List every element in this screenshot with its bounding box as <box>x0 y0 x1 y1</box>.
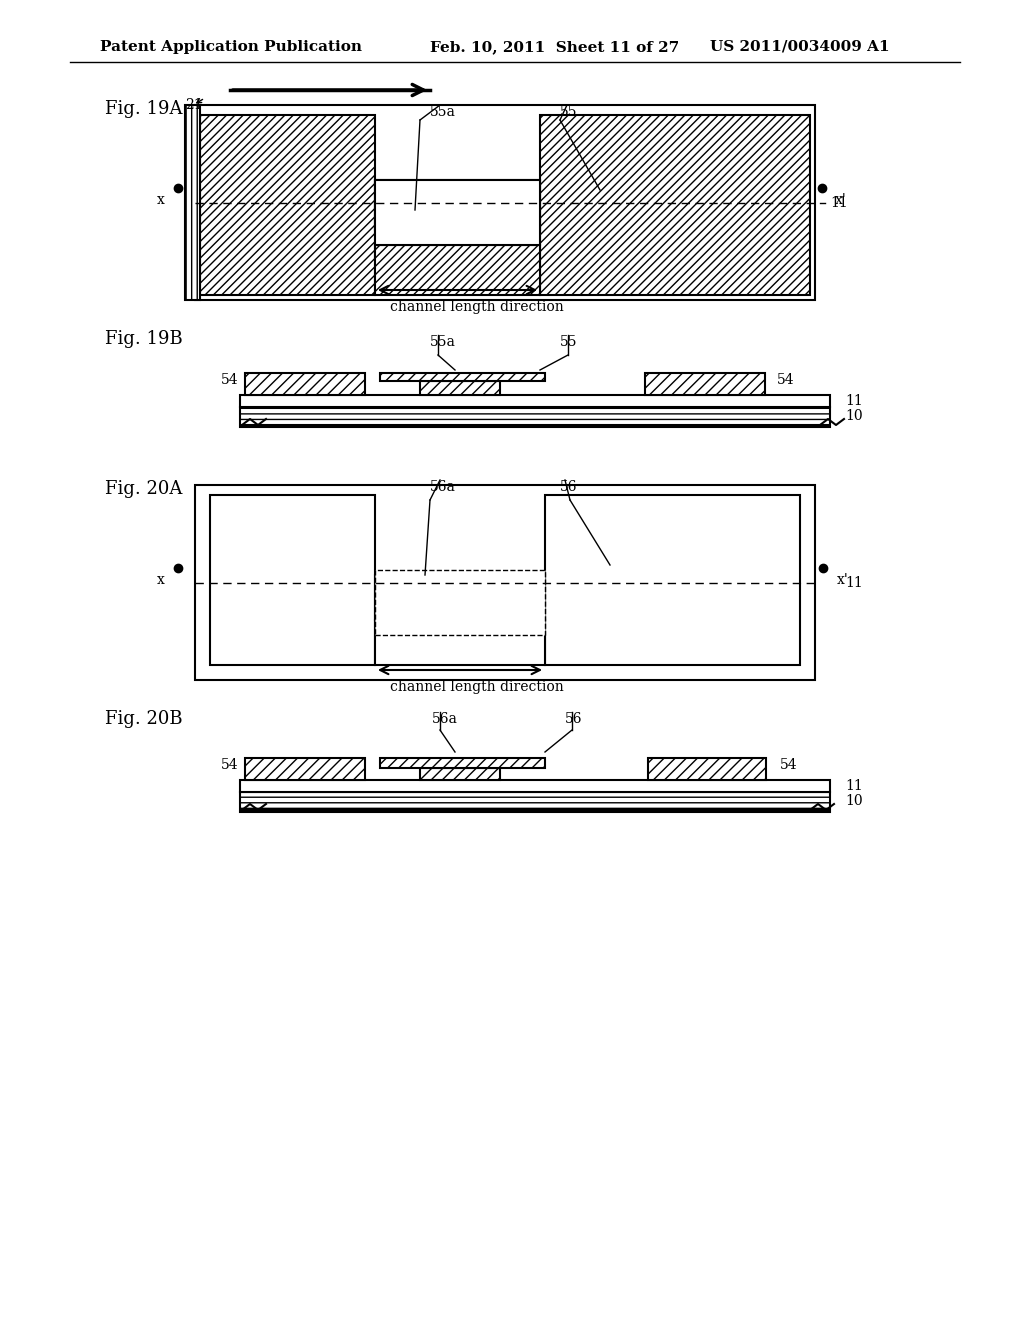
Text: x': x' <box>835 193 847 207</box>
Bar <box>240 407 830 425</box>
Bar <box>420 768 500 780</box>
Text: Fig. 19A: Fig. 19A <box>105 100 182 117</box>
Bar <box>648 758 766 780</box>
Bar <box>240 792 830 810</box>
Text: 10: 10 <box>845 795 862 808</box>
Text: 56a: 56a <box>430 480 456 494</box>
Bar <box>380 374 545 381</box>
Text: 54: 54 <box>220 758 238 772</box>
Bar <box>245 758 365 780</box>
Text: channel length direction: channel length direction <box>390 300 564 314</box>
Bar <box>375 620 545 665</box>
Text: Fig. 20B: Fig. 20B <box>105 710 182 729</box>
Bar <box>545 495 800 665</box>
Bar <box>200 115 375 294</box>
Bar <box>645 374 765 395</box>
Text: Fig. 20A: Fig. 20A <box>105 480 182 498</box>
Bar <box>540 115 810 294</box>
Bar <box>375 180 540 230</box>
Bar <box>420 381 500 395</box>
Bar <box>375 576 545 620</box>
Bar <box>185 106 200 300</box>
Bar <box>375 180 540 246</box>
Text: 54: 54 <box>220 374 238 387</box>
Bar <box>240 395 830 407</box>
Text: channel length direction: channel length direction <box>390 680 564 694</box>
Text: 11: 11 <box>845 576 863 590</box>
Bar <box>380 758 545 768</box>
Text: Patent Application Publication: Patent Application Publication <box>100 40 362 54</box>
Bar <box>375 246 540 294</box>
Bar <box>210 495 375 665</box>
Text: 11: 11 <box>845 393 863 408</box>
Text: x: x <box>157 573 165 587</box>
Bar <box>195 484 815 680</box>
Bar <box>245 374 365 395</box>
Text: 56: 56 <box>560 480 578 494</box>
Text: 55a: 55a <box>430 335 456 348</box>
Text: 11: 11 <box>845 779 863 793</box>
Bar <box>375 570 545 635</box>
Text: Feb. 10, 2011  Sheet 11 of 27: Feb. 10, 2011 Sheet 11 of 27 <box>430 40 679 54</box>
Text: US 2011/0034009 A1: US 2011/0034009 A1 <box>710 40 890 54</box>
Text: 11: 11 <box>830 195 848 210</box>
Text: x: x <box>157 193 165 207</box>
Text: 54: 54 <box>777 374 795 387</box>
Text: 55: 55 <box>560 335 578 348</box>
Bar <box>240 780 830 792</box>
Text: 56: 56 <box>565 711 583 726</box>
Text: 56a: 56a <box>432 711 458 726</box>
Text: 10: 10 <box>845 409 862 422</box>
Text: 55a: 55a <box>430 106 456 119</box>
Text: 21: 21 <box>185 98 203 112</box>
Text: 54: 54 <box>780 758 798 772</box>
Text: x': x' <box>837 573 849 587</box>
Text: 55: 55 <box>560 106 578 119</box>
Bar <box>195 106 815 300</box>
Text: Fig. 19B: Fig. 19B <box>105 330 182 348</box>
